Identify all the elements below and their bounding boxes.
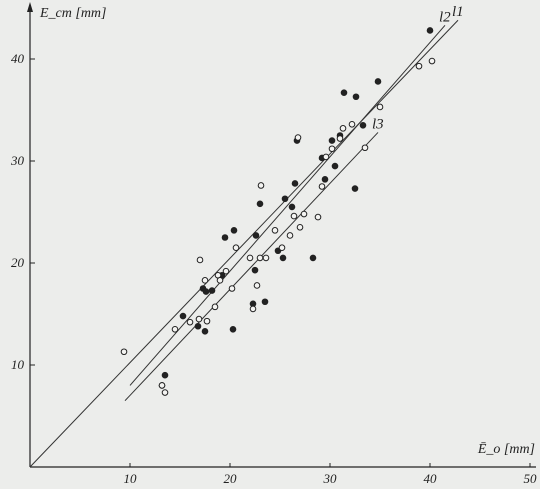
axes: E_ст [mm] Ē_o [mm] [27, 2, 536, 468]
filled-point [352, 93, 360, 101]
open-point [300, 210, 308, 218]
y-axis-arrow [27, 2, 33, 12]
filled-point [426, 27, 434, 34]
fit-line-label-l1: l1 [452, 4, 464, 20]
open-point [161, 389, 169, 396]
open-point [361, 144, 369, 152]
filled-point [179, 312, 187, 320]
filled-point [359, 122, 367, 129]
open-point [201, 277, 209, 284]
filled-point [328, 137, 336, 144]
open-point [271, 227, 279, 234]
filled-point [340, 89, 348, 96]
open-point [171, 326, 179, 333]
open-point [249, 305, 257, 313]
x-tick-label: 20 [224, 471, 238, 486]
open-point [322, 153, 330, 161]
y-tick-label: 10 [11, 357, 25, 372]
filled-point [221, 234, 229, 241]
open-point [257, 182, 265, 189]
x-tick-label: 50 [524, 471, 538, 486]
open-point [428, 57, 436, 65]
y-tick-label: 20 [11, 255, 25, 270]
filled-point [261, 298, 269, 306]
tick-group: 10 20 30 40 50 10 20 30 40 [10, 51, 537, 486]
open-point [196, 256, 204, 264]
open-point [203, 317, 211, 325]
filled-point [202, 288, 210, 295]
y-tick-label: 40 [11, 51, 25, 66]
open-point [246, 254, 254, 262]
x-tick-label: 40 [424, 471, 438, 486]
filled-point [321, 176, 329, 183]
filled-point [251, 266, 259, 274]
open-point [314, 213, 322, 221]
open-point [211, 303, 219, 311]
filled-point [351, 185, 359, 192]
filled-point [288, 203, 296, 211]
open-point [222, 267, 230, 275]
fit-line-label-l3: l3 [372, 116, 384, 132]
y-tick-label: 30 [10, 153, 25, 168]
open-point [186, 318, 194, 326]
open-point [336, 135, 344, 142]
open-point [120, 348, 128, 356]
open-point [415, 62, 423, 70]
open-point [328, 145, 336, 153]
open-point [216, 277, 224, 284]
open-point [339, 125, 347, 132]
open-point [158, 382, 166, 389]
fit-line-label-l2: l2 [439, 9, 451, 25]
y-axis-title: E_ст [mm] [39, 6, 107, 21]
filled-point [161, 371, 169, 379]
filled-point [230, 227, 238, 234]
fit-line-l2 [129, 25, 446, 386]
fit-line-l3 [124, 132, 379, 402]
open-point [294, 134, 302, 141]
open-point [262, 254, 270, 262]
data-points [120, 27, 436, 396]
open-point [256, 254, 264, 262]
open-point [296, 224, 304, 231]
open-point [253, 282, 261, 289]
open-point [278, 244, 286, 251]
open-point [228, 285, 236, 292]
open-point [290, 212, 298, 220]
filled-point [291, 180, 299, 187]
filled-point [252, 232, 260, 239]
open-point [318, 183, 326, 190]
open-point [376, 103, 384, 111]
open-point [348, 120, 356, 128]
filled-point [279, 254, 287, 262]
filled-point [208, 287, 216, 294]
filled-point [309, 254, 317, 262]
filled-point [281, 195, 289, 203]
x-tick-label: 10 [124, 471, 138, 486]
filled-point [229, 326, 237, 333]
fit-line-l1 [29, 19, 459, 468]
open-point [232, 244, 240, 251]
open-point [195, 315, 203, 323]
open-point [286, 232, 294, 239]
filled-point [201, 328, 209, 335]
x-tick-label: 30 [323, 471, 338, 486]
filled-point [194, 322, 202, 330]
filled-point [256, 200, 264, 208]
filled-point [374, 78, 382, 85]
filled-point [331, 162, 339, 170]
x-axis-title: Ē_o [mm] [477, 441, 535, 457]
